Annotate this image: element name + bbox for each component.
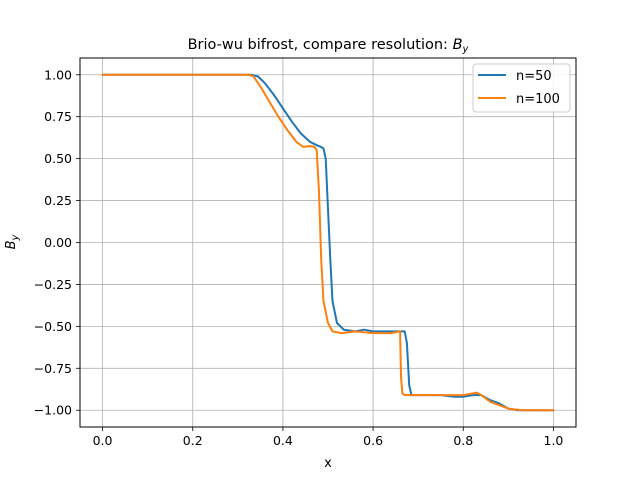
y-tick-label: 0.25 bbox=[44, 193, 72, 208]
y-tick-label: 0.50 bbox=[44, 151, 72, 166]
x-tick-label: 0.2 bbox=[183, 433, 203, 448]
y-axis-label: By bbox=[4, 234, 21, 250]
y-axis-label-sub: y bbox=[10, 234, 21, 242]
y-axis-label-main: B bbox=[4, 240, 19, 249]
legend: n=50 n=100 bbox=[472, 63, 571, 113]
chart-title: Brio-wu bifrost, compare resolution: By bbox=[188, 37, 470, 55]
series-line-n100 bbox=[101, 73, 555, 412]
x-tick-label: 1.0 bbox=[544, 433, 564, 448]
chart-title-math-sub: y bbox=[462, 44, 470, 55]
y-tick-label: 0.75 bbox=[44, 109, 72, 124]
x-tick-label: 0.8 bbox=[453, 433, 473, 448]
x-tick-label: 0.6 bbox=[363, 433, 383, 448]
y-tick-label: −1.00 bbox=[34, 403, 72, 418]
chart-title-text: Brio-wu bifrost, compare resolution: bbox=[188, 37, 453, 53]
legend-label-n100: n=100 bbox=[516, 92, 560, 107]
y-tick-label: 1.00 bbox=[44, 67, 72, 82]
x-tick-label: 0.4 bbox=[273, 433, 293, 448]
y-tick-label: −0.25 bbox=[34, 277, 72, 292]
x-tick-label: 0.0 bbox=[93, 433, 113, 448]
legend-label-n50: n=50 bbox=[516, 69, 552, 84]
x-axis-label: x bbox=[324, 456, 332, 471]
y-tick-label: −0.50 bbox=[34, 319, 72, 334]
series-lines bbox=[101, 73, 555, 412]
chart-title-math: B bbox=[453, 37, 463, 53]
axis-ticks: 0.0 0.2 0.4 0.6 0.8 1.0 1.00 0.75 0.50 0.25 0.00 −0… bbox=[34, 67, 564, 448]
y-tick-label: 0.00 bbox=[44, 235, 72, 250]
y-tick-label: −0.75 bbox=[34, 361, 72, 376]
